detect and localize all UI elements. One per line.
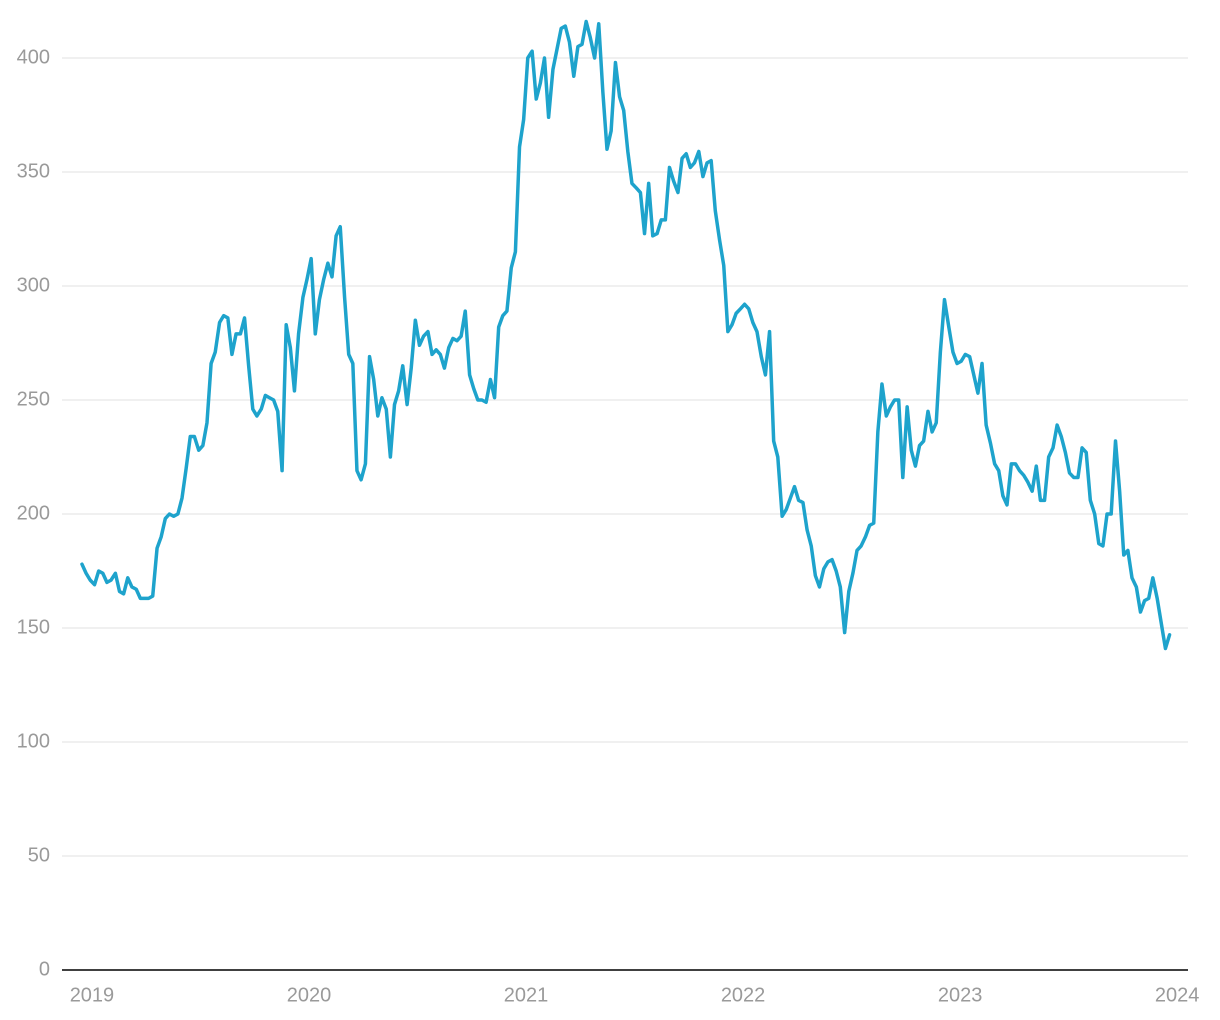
y-tick-label: 200 bbox=[17, 502, 50, 524]
x-tick-label: 2022 bbox=[721, 984, 766, 1006]
y-tick-label: 250 bbox=[17, 388, 50, 410]
x-tick-label: 2020 bbox=[287, 984, 332, 1006]
y-tick-label: 400 bbox=[17, 46, 50, 68]
y-tick-label: 100 bbox=[17, 730, 50, 752]
line bbox=[80, 19, 1172, 651]
y-tick-label: 150 bbox=[17, 616, 50, 638]
y-tick-label: 350 bbox=[17, 160, 50, 182]
y-tick-label: 0 bbox=[39, 958, 50, 980]
x-tick-label: 2024 bbox=[1155, 984, 1200, 1006]
y-tick-label: 300 bbox=[17, 274, 50, 296]
x-tick-label: 2023 bbox=[938, 984, 983, 1006]
x-tick-label: 2019 bbox=[70, 984, 115, 1006]
x-tick-label: 2021 bbox=[504, 984, 549, 1006]
y-tick-label: 50 bbox=[28, 844, 50, 866]
